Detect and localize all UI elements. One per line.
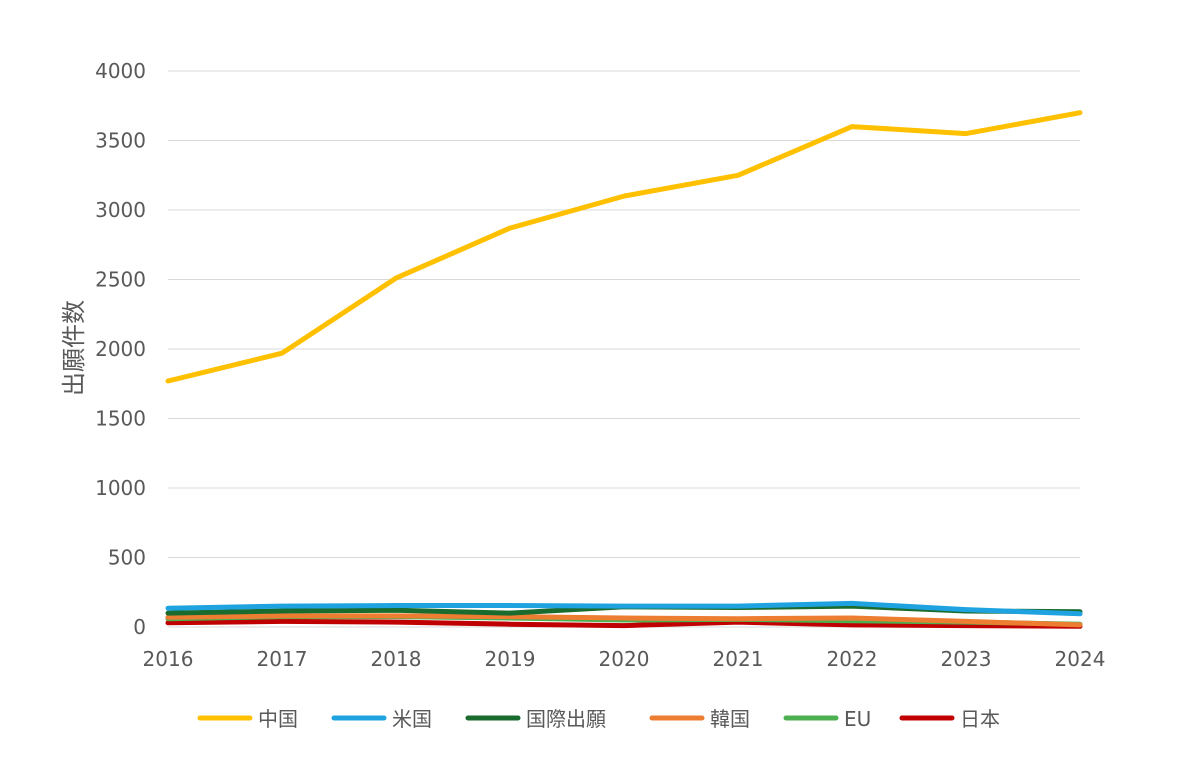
legend-label: 米国 — [392, 707, 432, 731]
x-tick-label: 2017 — [257, 647, 308, 671]
y-tick-label: 0 — [133, 615, 146, 639]
y-tick-label: 3000 — [95, 198, 146, 222]
y-tick-label: 2500 — [95, 268, 146, 292]
series-line-日本 — [165, 618, 1083, 629]
series-line-中国 — [165, 110, 1083, 384]
legend-label: 国際出願 — [526, 707, 606, 731]
x-tick-label: 2021 — [713, 647, 764, 671]
legend-label: 中国 — [258, 707, 298, 731]
series-line-米国 — [165, 600, 1083, 617]
x-tick-label: 2018 — [371, 647, 422, 671]
x-tick-label: 2023 — [941, 647, 992, 671]
x-tick-label: 2024 — [1055, 647, 1106, 671]
x-tick-label: 2020 — [599, 647, 650, 671]
gridlines — [168, 70, 1080, 628]
y-tick-label: 1000 — [95, 476, 146, 500]
y-tick-label: 500 — [108, 546, 146, 570]
x-axis: 2016 2017 2018 2019 2020 2021 2022 2023 2024 — [143, 647, 1106, 671]
legend-label: 日本 — [960, 707, 1000, 731]
legend: 中国 米国 国際出願 韓国 EU 日本 — [197, 707, 1000, 731]
x-tick-label: 2022 — [827, 647, 878, 671]
y-axis: 0 500 1000 1500 2000 2500 3000 3500 4000 — [95, 59, 146, 639]
series-lines — [165, 110, 1083, 629]
x-tick-label: 2019 — [485, 647, 536, 671]
y-tick-label: 4000 — [95, 59, 146, 83]
y-tick-label: 1500 — [95, 407, 146, 431]
series-line-韓国 — [165, 613, 1083, 628]
x-tick-label: 2016 — [143, 647, 194, 671]
y-axis-label: 出願件数 — [60, 300, 88, 396]
y-tick-label: 3500 — [95, 129, 146, 153]
legend-label: 韓国 — [710, 707, 750, 731]
y-tick-label: 2000 — [95, 337, 146, 361]
legend-label: EU — [844, 707, 871, 731]
